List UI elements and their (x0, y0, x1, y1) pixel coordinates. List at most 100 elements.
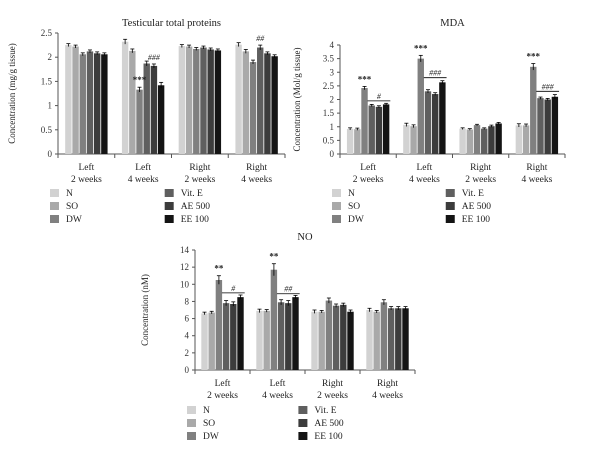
legend-swatch (332, 202, 341, 210)
y-axis-label: Concentration (Mol/g tissue) (292, 48, 302, 152)
category-label-line: 2 weeks (465, 175, 496, 185)
bar (417, 58, 424, 154)
y-tick-label: 0.5 (41, 125, 53, 135)
category-label: Right 2 weeks (465, 163, 496, 185)
bar (473, 125, 481, 154)
bar (292, 297, 299, 370)
y-tick-label: 2.5 (323, 81, 335, 91)
significance-mark: *** (133, 75, 147, 85)
significance-mark: ## (256, 34, 265, 43)
y-tick-label: 1 (330, 122, 335, 132)
y-tick-label: 4 (330, 40, 335, 50)
significance-mark: # (231, 284, 236, 293)
bar (551, 96, 559, 154)
bar (395, 308, 402, 370)
significance-mark: *** (358, 74, 372, 84)
legend-swatch (445, 202, 455, 210)
bar (79, 54, 86, 154)
bar (93, 53, 101, 154)
legend-swatch (187, 406, 196, 414)
category-label: Left 2 weeks (353, 162, 384, 185)
legend-swatch (187, 419, 196, 427)
bar (230, 304, 237, 370)
legend-swatch (164, 202, 174, 210)
bar (215, 280, 223, 370)
bar (410, 126, 417, 154)
legend-label: Vit. E (314, 406, 336, 416)
bar (431, 94, 439, 154)
bar (157, 85, 165, 154)
y-tick-label: 0 (185, 365, 190, 375)
bar (544, 99, 551, 154)
category-label: Right 2 weeks (317, 379, 348, 401)
legend-swatch (445, 189, 455, 197)
legend-label: DW (203, 432, 219, 442)
category-label-line: 4 weeks (409, 175, 440, 185)
category-label-line: 4 weeks (128, 175, 159, 185)
bar (185, 46, 193, 154)
y-tick-label: 6 (185, 314, 190, 324)
bar (136, 89, 143, 154)
legend-label: DW (348, 215, 364, 225)
bar (402, 308, 409, 370)
legend-label: N (66, 189, 73, 199)
legend-label: AE 500 (462, 202, 492, 212)
y-tick-label: 3 (330, 67, 335, 77)
significance-mark: ### (148, 53, 161, 62)
legend-label: EE 100 (462, 215, 490, 225)
bar (285, 303, 292, 370)
bar (325, 300, 333, 370)
category-label: Right 4 weeks (521, 163, 552, 185)
y-tick-label: 3.5 (323, 54, 335, 64)
bar (387, 308, 395, 370)
legend-label: SO (348, 202, 360, 212)
bar (403, 124, 410, 154)
significance-mark: ** (214, 264, 224, 274)
bar (249, 62, 257, 154)
category-label-line: 2 weeks (353, 175, 384, 185)
y-tick-label: 8 (185, 296, 190, 306)
y-tick-label: 0 (330, 149, 335, 159)
bar (424, 91, 432, 154)
category-label-line: Right (246, 163, 267, 173)
significance-mark: ### (542, 82, 555, 91)
bar (101, 54, 108, 154)
category-label-line: Left (360, 162, 376, 173)
bar (375, 106, 383, 154)
bar (340, 304, 347, 370)
legend-swatch (445, 215, 455, 223)
category-label-line: 4 weeks (521, 175, 552, 185)
bar (530, 66, 537, 154)
category-label-line: Left (78, 162, 94, 173)
bar (270, 269, 278, 370)
legend-swatch (164, 189, 174, 197)
bar (368, 105, 375, 154)
bar (129, 50, 136, 154)
bar (257, 47, 264, 154)
bar (466, 129, 474, 154)
significance-mark: # (377, 92, 382, 101)
bar (193, 48, 200, 154)
legend-swatch (187, 432, 196, 440)
legend-swatch (298, 432, 308, 440)
legend-swatch (50, 189, 59, 197)
bar (311, 311, 318, 370)
chart-title: MDA (440, 18, 465, 29)
category-label: Left 2 weeks (207, 378, 238, 401)
y-tick-label: 1.5 (323, 108, 335, 118)
y-tick-label: 2.5 (41, 28, 53, 38)
legend-swatch (50, 202, 59, 210)
y-tick-label: 14 (180, 245, 190, 255)
y-tick-label: 10 (180, 279, 190, 289)
category-label-line: Right (526, 163, 547, 173)
legend-label: Vit. E (181, 189, 203, 199)
category-label-line: 4 weeks (241, 175, 272, 185)
bar (208, 312, 215, 370)
significance-mark: *** (527, 52, 541, 62)
legend-label: N (203, 406, 210, 416)
legend-swatch (50, 215, 59, 223)
chart-1: Testicular total proteins 0 0.5 1 1.5 2 2.5 Con… (7, 18, 286, 225)
bar (354, 129, 361, 154)
bar (235, 44, 242, 155)
